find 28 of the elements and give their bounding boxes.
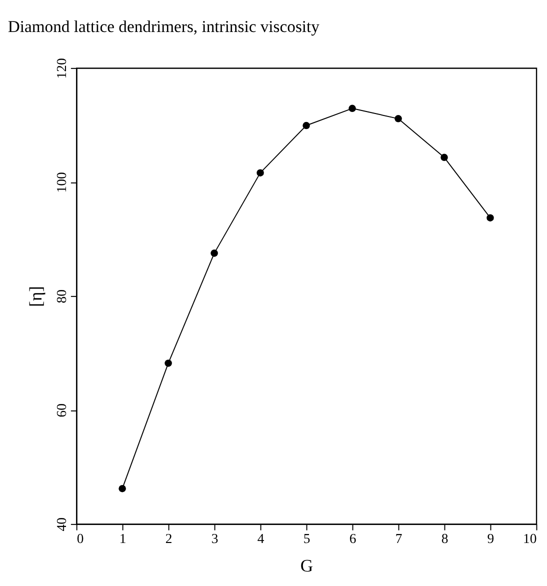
- x-tick-label: 8: [441, 531, 448, 546]
- x-tick-label: 6: [349, 531, 356, 546]
- x-tick-label: 7: [395, 531, 402, 546]
- y-axis-title: [η]: [26, 286, 46, 307]
- point: [164, 360, 172, 367]
- x-tick-label: 4: [257, 531, 264, 546]
- chart-title: Diamond lattice dendrimers, intrinsic viscosity: [8, 17, 320, 36]
- point: [256, 169, 264, 176]
- y-tick-label: 80: [54, 289, 70, 304]
- x-axis-title: G: [300, 555, 314, 576]
- point: [440, 154, 448, 162]
- x-tick-label: 3: [211, 531, 218, 546]
- y-tick-label: 100: [54, 172, 70, 193]
- point: [486, 214, 494, 222]
- x-tick-label: 9: [487, 531, 494, 546]
- point: [348, 104, 356, 112]
- y-tick-label: 40: [54, 517, 70, 532]
- point: [210, 250, 218, 257]
- x-tick-label: 5: [303, 531, 310, 546]
- y-tick-label: 60: [54, 403, 70, 418]
- x-tick-label: 0: [76, 531, 84, 546]
- point: [302, 122, 310, 130]
- x-tick-label: 2: [165, 531, 172, 546]
- y-tick-label: 120: [54, 58, 70, 79]
- point: [394, 115, 402, 122]
- point: [118, 484, 126, 492]
- x-tick-label: 1: [119, 531, 126, 546]
- x-tick-label: 10: [523, 531, 537, 546]
